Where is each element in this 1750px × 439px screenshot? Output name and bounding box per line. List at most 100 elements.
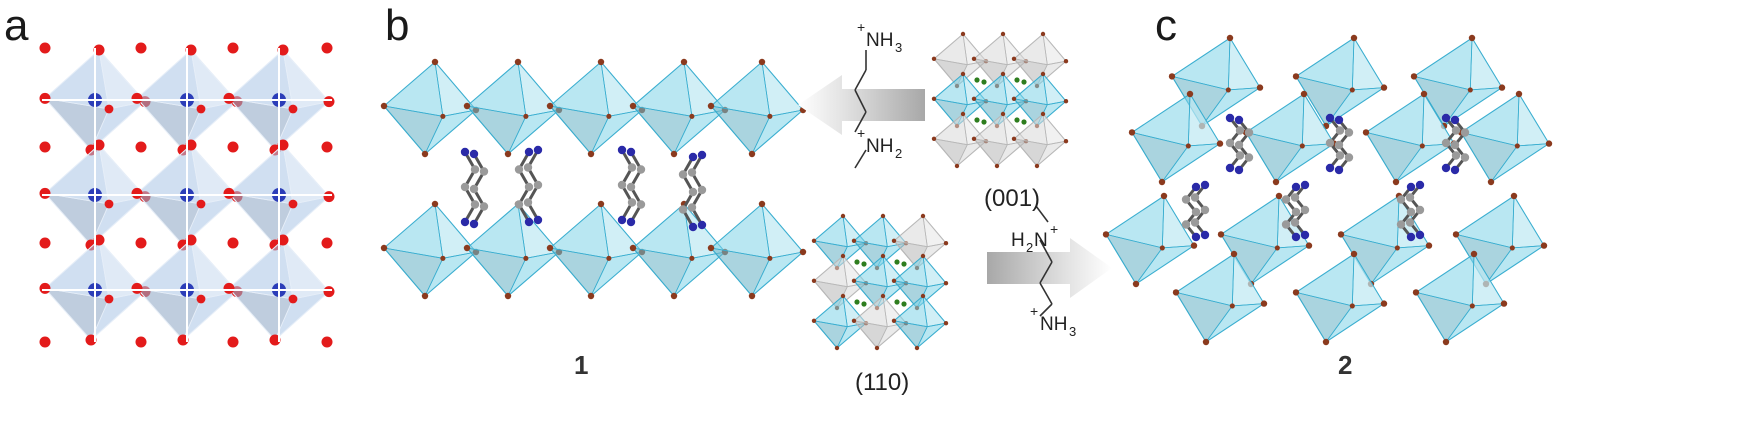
cation-atom	[1234, 165, 1244, 175]
cation-atom	[678, 170, 688, 179]
octahedron-corner-atom	[277, 234, 289, 246]
octahedron-corner-atom	[380, 102, 388, 110]
octahedron-corner-atom	[431, 200, 439, 208]
octahedron-corner-atom	[1498, 84, 1506, 91]
cation-atom	[1191, 182, 1201, 192]
cation-atom	[697, 185, 707, 195]
cation-atom	[523, 198, 533, 207]
cation-atom	[1406, 232, 1416, 242]
octahedron-corner-atom	[1000, 111, 1006, 117]
cation-atom	[627, 163, 637, 172]
panel-a: a	[4, 1, 335, 348]
cation-atom	[1441, 163, 1451, 173]
compound-label-1: 1	[574, 350, 588, 380]
cation-atom	[1344, 128, 1354, 137]
cation-atom	[460, 217, 470, 227]
block-110-perovskite	[811, 213, 949, 351]
octahedron-corner-atom	[104, 199, 114, 209]
corner-atom	[135, 42, 147, 54]
octahedron-corner-atom	[851, 278, 857, 283]
organic-cation	[1325, 113, 1354, 175]
cation-atom	[687, 168, 697, 177]
octahedron-corner-atom	[223, 92, 235, 104]
octahedron-corner-atom	[1158, 178, 1166, 186]
cation-top-charge-2: +	[857, 125, 865, 141]
octahedron-corner-atom	[196, 294, 206, 304]
octahedron-corner-atom	[85, 334, 97, 346]
octahedron-corner-atom	[880, 253, 886, 259]
left-arrow	[798, 75, 925, 135]
octahedron-corner-atom	[840, 213, 846, 219]
octahedron-corner-atom	[954, 163, 960, 169]
corner-atom	[321, 42, 333, 54]
octahedron-corner-atom	[1350, 34, 1358, 42]
octahedron	[851, 293, 909, 351]
octahedron-corner-atom	[421, 150, 429, 158]
cation-atom	[1300, 230, 1310, 240]
cation-atom	[524, 147, 534, 157]
octahedron-corner-atom	[1350, 250, 1358, 258]
octahedron-corner-atom	[914, 345, 920, 351]
octahedron-corner-atom	[93, 139, 105, 151]
a-site-cation	[974, 77, 980, 83]
octahedron	[1011, 111, 1069, 169]
octahedron-corner-atom	[880, 293, 886, 299]
octahedron	[707, 58, 807, 158]
octahedron-corner-atom	[811, 238, 817, 243]
cation-atom	[1325, 138, 1335, 148]
octahedron-corner-atom	[1442, 338, 1450, 346]
octahedron-corner-atom	[1425, 242, 1433, 249]
octahedron-corner-atom	[834, 345, 840, 351]
cation-atom	[1291, 232, 1301, 242]
cation-atom	[1200, 180, 1210, 190]
octahedron-corner-atom	[597, 58, 605, 66]
a-site-cation	[901, 301, 907, 307]
octahedron	[891, 293, 949, 351]
a-site-cation	[854, 299, 860, 305]
octahedron-corner-atom	[1468, 34, 1476, 42]
octahedron-corner-atom	[1540, 242, 1548, 249]
octahedron-corner-atom	[185, 44, 197, 56]
cation-atom	[1234, 115, 1244, 125]
cation-atom	[1450, 165, 1460, 175]
cation-atom	[1281, 195, 1291, 204]
octahedron-corner-atom	[504, 150, 512, 158]
octahedron-corner-atom	[748, 150, 756, 158]
octahedron	[1242, 90, 1338, 186]
octahedron-corner-atom	[840, 253, 846, 259]
octahedron-edge	[893, 240, 947, 248]
corner-atom	[135, 141, 147, 153]
corner-atom	[321, 237, 333, 249]
cation-atom	[1181, 195, 1191, 204]
center-scheme: + NH 3 + NH 2 H 2 N + + NH 3 (001) (110)	[798, 19, 1112, 396]
octahedron	[1457, 90, 1553, 186]
cation-bottom-sub-2: 3	[1069, 324, 1076, 339]
octahedron-corner-atom	[943, 241, 949, 246]
cation-atom	[1441, 138, 1451, 148]
octahedron	[463, 200, 563, 300]
cation-atom	[697, 150, 707, 160]
cation-atom	[1300, 205, 1310, 215]
a-site-cation	[894, 259, 900, 265]
octahedron-corner-atom	[1299, 143, 1305, 149]
cation-atom	[1234, 140, 1244, 150]
cation-top-sub-2: 2	[895, 146, 902, 161]
octahedron-corner-atom	[131, 187, 143, 199]
cation-atom	[1415, 205, 1425, 215]
layered-perovskite-structure-1	[380, 58, 807, 300]
octahedron-corner-atom	[196, 199, 206, 209]
cation-atom	[1405, 218, 1415, 227]
cation-atom	[1406, 182, 1416, 192]
octahedron-corner-atom	[1292, 289, 1300, 296]
octahedron-corner-atom	[1063, 139, 1069, 144]
octahedron-corner-atom	[931, 56, 937, 61]
octahedron-corner-atom	[323, 286, 335, 298]
octahedron	[546, 200, 646, 300]
plane-label-110: (110)	[855, 369, 909, 396]
octahedron	[707, 200, 807, 300]
octahedron-corner-atom	[931, 96, 937, 102]
octahedron-corner-atom	[440, 255, 446, 261]
a-site-cation	[861, 261, 867, 267]
octahedron-corner-atom	[606, 113, 612, 119]
octahedron-corner-atom	[93, 234, 105, 246]
